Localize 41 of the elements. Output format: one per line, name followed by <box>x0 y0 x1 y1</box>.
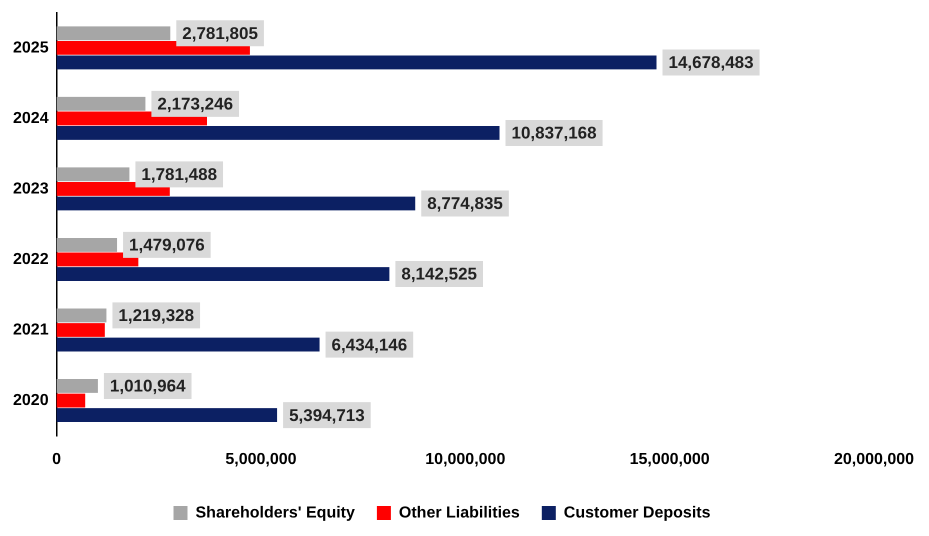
bar <box>56 252 138 266</box>
data-label: 1,010,964 <box>110 376 186 396</box>
bar <box>56 126 500 140</box>
y-tick-label: 2025 <box>13 39 49 56</box>
bar <box>56 308 106 322</box>
y-tick-label: 2023 <box>13 180 49 198</box>
x-tick-label: 0 <box>52 450 62 468</box>
data-label: 14,678,483 <box>668 53 754 72</box>
y-tick-label: 2021 <box>13 321 49 338</box>
bar <box>56 167 130 182</box>
y-tick-label: 2022 <box>13 250 49 268</box>
x-tick-label: 10,000,000 <box>425 450 506 468</box>
data-label: 8,142,525 <box>401 264 478 284</box>
data-label: 2,781,805 <box>182 24 258 43</box>
bar <box>56 267 390 281</box>
data-label: 6,434,146 <box>332 335 408 354</box>
bar <box>56 196 416 210</box>
bar <box>56 56 657 70</box>
bar <box>56 338 320 352</box>
bar <box>56 408 278 422</box>
y-tick-label: 2020 <box>13 392 49 409</box>
data-label: 1,219,328 <box>118 306 194 326</box>
data-label: 2,173,246 <box>157 94 234 114</box>
y-tick-label: 2024 <box>13 110 49 127</box>
x-tick-label: 15,000,000 <box>630 450 710 468</box>
data-label: 1,781,488 <box>141 165 218 184</box>
legend-label: Customer Deposits <box>564 504 711 522</box>
bar <box>56 26 170 40</box>
data-label: 10,837,168 <box>512 124 597 143</box>
bar <box>56 323 105 337</box>
bar <box>56 238 118 252</box>
data-label: 1,479,076 <box>129 236 205 255</box>
data-label: 5,394,713 <box>289 406 365 425</box>
legend-label: Other Liabilities <box>398 504 520 522</box>
bar <box>56 96 146 111</box>
data-label: 8,774,835 <box>427 194 503 214</box>
bar <box>56 379 98 393</box>
legend-label: Shareholders' Equity <box>195 504 355 522</box>
x-tick-label: 20,000,000 <box>834 450 914 468</box>
bar <box>56 394 86 408</box>
x-tick-label: 5,000,000 <box>225 450 297 468</box>
